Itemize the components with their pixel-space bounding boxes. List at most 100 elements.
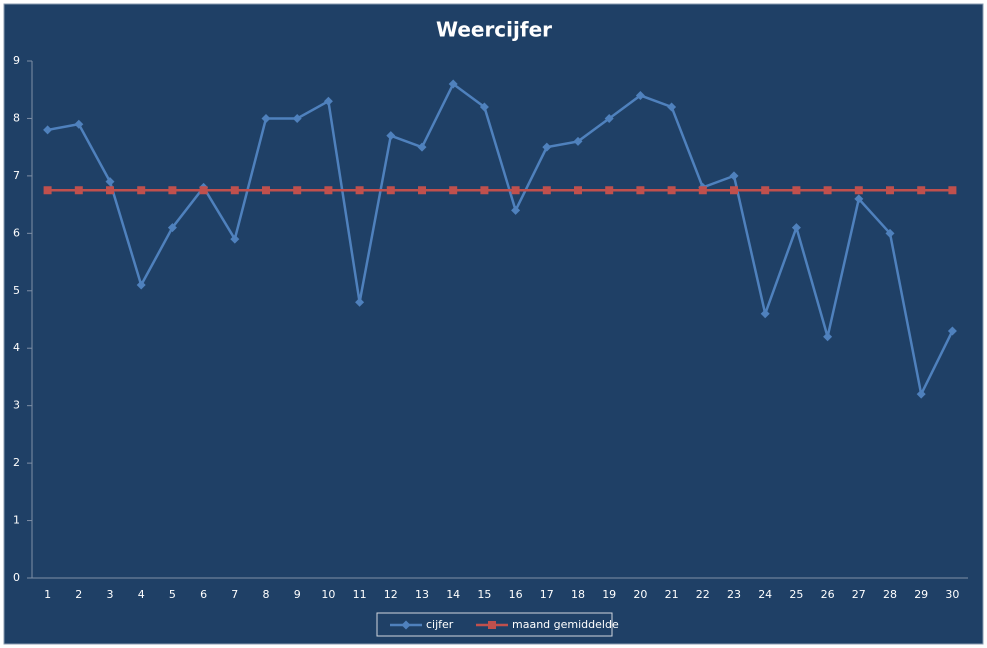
data-point bbox=[480, 186, 489, 195]
y-tick-label: 6 bbox=[13, 226, 20, 239]
chart-title: Weercijfer bbox=[436, 18, 552, 42]
data-point bbox=[230, 186, 239, 195]
x-tick-label: 2 bbox=[75, 588, 82, 601]
x-tick-label: 5 bbox=[169, 588, 176, 601]
x-tick-label: 16 bbox=[509, 588, 523, 601]
x-tick-label: 25 bbox=[789, 588, 803, 601]
data-point bbox=[74, 119, 84, 129]
x-tick-label: 17 bbox=[540, 588, 554, 601]
data-point bbox=[916, 389, 926, 399]
y-tick-label: 7 bbox=[13, 169, 20, 182]
x-tick-label: 24 bbox=[758, 588, 772, 601]
data-point bbox=[43, 125, 53, 135]
y-tick-label: 9 bbox=[13, 54, 20, 67]
y-tick-label: 2 bbox=[13, 456, 20, 469]
data-point bbox=[417, 142, 427, 152]
data-point bbox=[511, 205, 521, 215]
data-point bbox=[168, 186, 177, 195]
y-tick-label: 5 bbox=[13, 284, 20, 297]
data-point bbox=[791, 223, 801, 233]
series-line bbox=[47, 82, 954, 399]
data-point bbox=[167, 223, 177, 233]
data-point bbox=[355, 186, 364, 195]
y-tick-label: 4 bbox=[13, 341, 20, 354]
data-point bbox=[948, 186, 957, 195]
legend bbox=[376, 612, 613, 637]
data-point bbox=[605, 186, 614, 195]
data-point bbox=[292, 113, 302, 123]
data-point bbox=[324, 186, 333, 195]
data-point bbox=[698, 186, 707, 195]
data-point bbox=[917, 186, 926, 195]
data-point bbox=[542, 186, 551, 195]
x-tick-label: 10 bbox=[321, 588, 335, 601]
x-tick-label: 18 bbox=[571, 588, 585, 601]
data-point bbox=[199, 186, 208, 195]
data-point bbox=[386, 186, 395, 195]
x-tick-label: 8 bbox=[263, 588, 270, 601]
x-tick-label: 26 bbox=[821, 588, 835, 601]
legend-label: cijfer bbox=[426, 618, 454, 631]
data-point bbox=[823, 332, 833, 342]
data-point bbox=[105, 177, 115, 187]
x-tick-label: 20 bbox=[633, 588, 647, 601]
data-point bbox=[854, 194, 864, 204]
data-point bbox=[854, 186, 863, 195]
y-tick-label: 0 bbox=[13, 571, 20, 584]
x-tick-label: 28 bbox=[883, 588, 897, 601]
y-tick-label: 8 bbox=[13, 111, 20, 124]
x-tick-label: 4 bbox=[138, 588, 145, 601]
x-tick-label: 1 bbox=[44, 588, 51, 601]
legend-marker bbox=[488, 621, 496, 629]
y-tick-label: 1 bbox=[13, 514, 20, 527]
data-point bbox=[730, 186, 738, 195]
data-point bbox=[823, 186, 832, 195]
data-point bbox=[792, 186, 801, 195]
data-point bbox=[355, 297, 365, 307]
data-point bbox=[885, 228, 895, 238]
data-point bbox=[761, 186, 770, 195]
data-point bbox=[74, 186, 83, 195]
data-point bbox=[604, 113, 614, 123]
x-tick-label: 13 bbox=[415, 588, 429, 601]
data-point bbox=[230, 234, 240, 244]
data-point bbox=[418, 186, 426, 195]
x-tick-label: 29 bbox=[914, 588, 928, 601]
data-point bbox=[729, 171, 739, 181]
data-point bbox=[323, 96, 333, 106]
data-point bbox=[43, 186, 52, 195]
x-tick-label: 30 bbox=[945, 588, 959, 601]
x-tick-label: 14 bbox=[446, 588, 460, 601]
x-tick-label: 27 bbox=[852, 588, 866, 601]
legend-marker bbox=[401, 620, 411, 630]
data-point bbox=[261, 113, 271, 123]
data-point bbox=[293, 186, 302, 195]
data-point bbox=[448, 79, 458, 89]
x-tick-label: 15 bbox=[477, 588, 491, 601]
data-point bbox=[449, 186, 458, 195]
x-tick-label: 6 bbox=[200, 588, 207, 601]
data-point bbox=[511, 186, 520, 195]
data-point bbox=[262, 186, 270, 195]
x-tick-label: 7 bbox=[231, 588, 238, 601]
data-point bbox=[106, 186, 114, 195]
data-point bbox=[635, 90, 645, 100]
x-tick-label: 3 bbox=[107, 588, 114, 601]
x-tick-label: 19 bbox=[602, 588, 616, 601]
x-tick-label: 9 bbox=[294, 588, 301, 601]
data-point bbox=[947, 326, 957, 336]
data-point bbox=[574, 186, 582, 195]
data-point bbox=[573, 136, 583, 146]
x-tick-label: 12 bbox=[384, 588, 398, 601]
x-tick-label: 22 bbox=[696, 588, 710, 601]
chart-area bbox=[3, 3, 984, 645]
x-tick-label: 23 bbox=[727, 588, 741, 601]
data-point bbox=[479, 102, 489, 112]
x-tick-label: 21 bbox=[665, 588, 679, 601]
data-point bbox=[136, 280, 146, 290]
data-point bbox=[886, 186, 894, 195]
data-point bbox=[667, 186, 676, 195]
data-point bbox=[542, 142, 552, 152]
legend-label: maand gemiddelde bbox=[512, 618, 619, 631]
